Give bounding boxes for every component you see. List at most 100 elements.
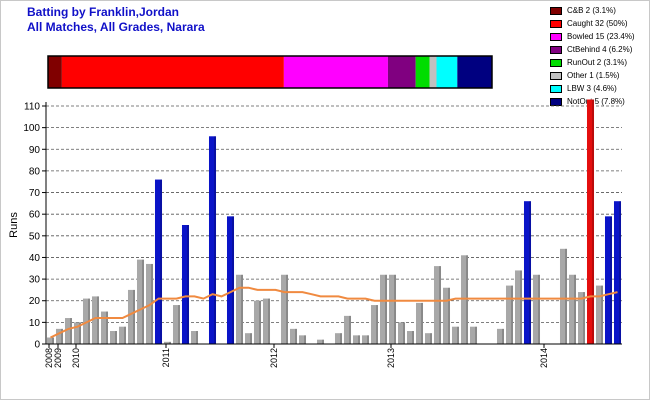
bar [100, 311, 109, 344]
bar [604, 216, 613, 344]
bar [262, 298, 271, 344]
average-line [50, 286, 618, 339]
bar [244, 333, 253, 344]
bar-shade [286, 274, 289, 344]
bar [559, 248, 568, 344]
bar-shade [421, 302, 424, 344]
bar [343, 315, 352, 344]
bar-shade [124, 326, 127, 344]
x-year-label: 2013 [386, 348, 396, 368]
bar-shade [250, 333, 253, 344]
bar [208, 136, 217, 344]
bar-shade [259, 300, 262, 344]
bar-shade [349, 315, 352, 344]
bar [82, 298, 91, 344]
bar-shade [619, 201, 622, 344]
bar [415, 302, 424, 344]
bar [235, 274, 244, 344]
bar-shade [79, 322, 82, 344]
bar-shade [592, 99, 595, 344]
bar [613, 201, 622, 344]
bar [136, 259, 145, 344]
y-tick-label: 70 [29, 188, 41, 199]
bar [253, 300, 262, 344]
legend-label: Caught 32 (50%) [567, 19, 628, 28]
bar [595, 285, 604, 344]
bar [586, 99, 595, 344]
bar-shade [412, 331, 415, 344]
bar [523, 201, 532, 344]
dismissal-segment [436, 56, 458, 88]
bar [109, 331, 118, 344]
bar-shade [142, 259, 145, 344]
bar-shade [403, 322, 406, 344]
bar-shade [295, 328, 298, 344]
bar [334, 333, 343, 344]
bar-shade [538, 274, 541, 344]
bar [163, 341, 172, 344]
bar-shade [520, 270, 523, 344]
bar-shade [511, 285, 514, 344]
y-axis-label: Runs [8, 212, 20, 238]
bar-shade [187, 225, 190, 344]
y-tick-label: 10 [29, 318, 41, 329]
bar-shade [367, 335, 370, 344]
bar-shade [178, 305, 181, 344]
x-year-label: 2009 [53, 348, 63, 368]
bar [379, 274, 388, 344]
bar [433, 266, 442, 344]
bar [55, 328, 64, 344]
bar [172, 305, 181, 344]
bar [289, 328, 298, 344]
legend-label: RunOut 2 (3.1%) [567, 58, 628, 67]
legend-swatch [550, 19, 562, 28]
bar-shade [160, 179, 163, 344]
bar [118, 326, 127, 344]
bar [496, 328, 505, 344]
legend-item: LBW 3 (4.6%) [550, 82, 635, 95]
bar [316, 339, 325, 344]
legend-item: CtBehind 4 (6.2%) [550, 43, 635, 56]
bar [91, 296, 100, 344]
bar-shade [610, 216, 613, 344]
bar-shade [601, 285, 604, 344]
bar [73, 322, 82, 344]
dismissal-segment [61, 56, 284, 88]
legend-label: Other 1 (1.5%) [567, 71, 620, 80]
bar-shade [502, 328, 505, 344]
bar-shade [232, 216, 235, 344]
bar [370, 305, 379, 344]
bar [532, 274, 541, 344]
bar-shade [439, 266, 442, 344]
bar-shade [214, 136, 217, 344]
y-tick-label: 40 [29, 253, 41, 264]
x-year-label: 2011 [161, 348, 171, 367]
bar [397, 322, 406, 344]
legend-swatch [550, 58, 562, 67]
bar [154, 179, 163, 344]
y-tick-label: 0 [34, 340, 40, 351]
bar-shade [529, 201, 532, 344]
legend-label: CtBehind 4 (6.2%) [567, 45, 633, 54]
bar [469, 326, 478, 344]
dismissal-segment [415, 56, 430, 88]
bar-shade [475, 326, 478, 344]
bar-shade [52, 337, 55, 344]
legend-item: C&B 2 (3.1%) [550, 4, 635, 17]
bar [460, 255, 469, 344]
bar-shade [385, 274, 388, 344]
y-tick-label: 100 [23, 123, 40, 134]
legend-label: C&B 2 (3.1%) [567, 6, 616, 15]
bar-shade [376, 305, 379, 344]
legend-label: LBW 3 (4.6%) [567, 84, 617, 93]
bar-shade [169, 341, 172, 344]
legend-item: Other 1 (1.5%) [550, 69, 635, 82]
y-tick-label: 30 [29, 275, 41, 286]
bar-shade [394, 274, 397, 344]
bar [442, 287, 451, 344]
bar [424, 333, 433, 344]
bar-shade [583, 292, 586, 344]
dismissal-segment [48, 56, 62, 88]
bar-shade [466, 255, 469, 344]
